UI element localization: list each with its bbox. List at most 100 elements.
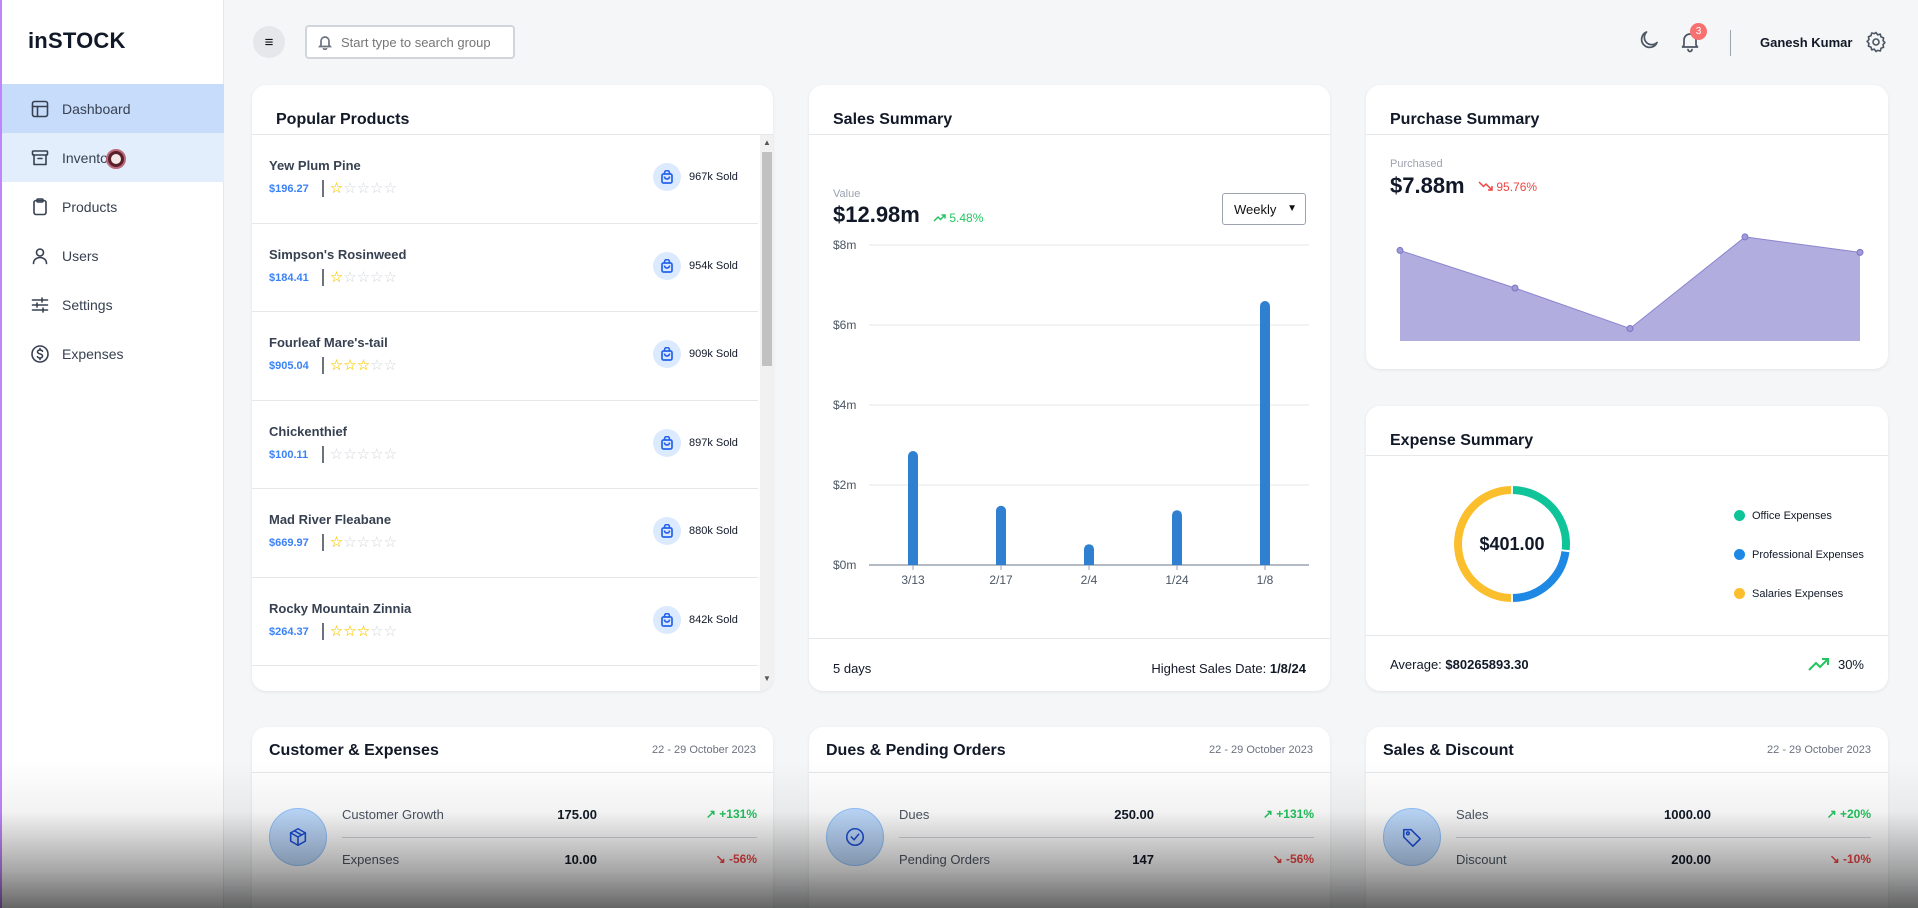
metric-change-value: -56% xyxy=(1285,852,1314,866)
sidebar-item-settings[interactable]: Settings xyxy=(2,280,224,329)
metric-label: Dues xyxy=(899,807,930,822)
product-sold: 880k Sold xyxy=(689,525,738,537)
purchased-label: Purchased xyxy=(1390,158,1443,170)
scrollbar[interactable]: ▲ ▼ xyxy=(760,135,773,691)
product-row[interactable]: Chickenthief $100.11 ☆☆☆☆☆ 897k Sold xyxy=(252,401,758,489)
expense-trend-value: 30% xyxy=(1837,656,1864,672)
purchase-change-value: 95.76% xyxy=(1496,180,1538,194)
shopping-bag-icon xyxy=(653,163,681,191)
star-icon: ☆ xyxy=(356,268,371,286)
star-icon: ☆ xyxy=(383,534,398,551)
bar[interactable] xyxy=(996,505,1006,565)
y-tick-label: $2m xyxy=(833,478,856,492)
star-icon: ☆ xyxy=(343,180,357,197)
product-row[interactable]: Yew Plum Pine $196.27 ☆☆☆☆☆ 967k Sold xyxy=(252,135,758,224)
product-name: Fourleaf Mare's-tail xyxy=(269,335,388,350)
star-rating: ☆☆☆☆☆ xyxy=(330,445,397,463)
menu-toggle-button[interactable]: ≡ xyxy=(253,26,285,58)
price-divider xyxy=(321,268,324,286)
divider xyxy=(1366,635,1888,636)
data-point[interactable] xyxy=(1626,324,1634,332)
bar[interactable] xyxy=(1260,301,1270,565)
card-title: Expense Summary xyxy=(1390,432,1534,449)
trending-up-icon: ↗ xyxy=(1826,807,1840,821)
sales-change: 5.48% xyxy=(933,211,983,225)
metric-change-value: -56% xyxy=(728,852,757,866)
y-tick-label: $4m xyxy=(833,398,856,412)
metric-row: Dues 250.00 ↗ +131% xyxy=(899,807,1314,827)
legend-item: Professional Expenses xyxy=(1734,535,1864,574)
legend-item: Office Expenses xyxy=(1734,496,1864,535)
expense-donut-chart xyxy=(1453,486,1570,602)
header-divider xyxy=(1730,30,1731,56)
divider xyxy=(342,837,757,838)
sidebar-item-products[interactable]: Products xyxy=(2,182,224,231)
star-icon: ☆ xyxy=(329,180,344,197)
popular-products-card: Popular Products Yew Plum Pine $196.27 ☆☆☆… xyxy=(252,85,773,691)
product-price: $196.27 xyxy=(269,183,309,195)
gear-icon[interactable] xyxy=(1864,30,1888,54)
divider xyxy=(809,638,1330,639)
search-bar[interactable] xyxy=(305,25,515,59)
star-icon: ☆ xyxy=(383,445,398,463)
metric-value: 147 xyxy=(1132,852,1154,867)
bar[interactable] xyxy=(1084,544,1094,565)
purchase-summary-card: Purchase Summary Purchased $7.88m 95.76% xyxy=(1366,85,1888,369)
star-icon: ☆ xyxy=(383,622,398,640)
chevron-down-icon: ▼ xyxy=(1287,203,1297,214)
app-logo[interactable]: inSTOCK xyxy=(28,28,126,53)
sidebar-item-expenses[interactable]: Expenses xyxy=(2,329,224,378)
package-icon xyxy=(269,808,327,866)
scroll-down-arrow[interactable]: ▼ xyxy=(763,674,771,683)
scrollbar-thumb[interactable] xyxy=(762,152,772,366)
y-tick-label: $0m xyxy=(833,558,856,572)
period-select[interactable]: Weekly ▼ xyxy=(1222,193,1306,225)
bell-icon xyxy=(318,36,332,50)
donut-slice[interactable] xyxy=(1512,550,1570,602)
product-row[interactable]: Fourleaf Mare's-tail $905.04 ☆☆☆☆☆ 909k Sol… xyxy=(252,312,758,401)
sidebar-item-dashboard[interactable]: Dashboard xyxy=(2,84,224,133)
metric-value: 175.00 xyxy=(557,807,597,822)
data-point[interactable] xyxy=(1511,284,1519,292)
moon-icon[interactable] xyxy=(1637,28,1661,52)
notification-badge: 3 xyxy=(1690,23,1707,40)
star-icon: ☆ xyxy=(343,534,357,551)
bar[interactable] xyxy=(908,451,918,565)
star-icon: ☆ xyxy=(356,357,371,374)
product-price: $905.04 xyxy=(269,360,309,372)
metric-value: 200.00 xyxy=(1671,852,1711,867)
scroll-up-arrow[interactable]: ▲ xyxy=(763,138,771,147)
product-name: Rocky Mountain Zinnia xyxy=(269,600,412,616)
price-divider xyxy=(321,445,324,463)
sidebar-item-users[interactable]: Users xyxy=(2,231,224,280)
card-title: Sales & Discount xyxy=(1383,742,1514,759)
shopping-bag-icon xyxy=(653,517,681,545)
metric-row: Expenses 10.00 ↘ -56% xyxy=(342,852,757,872)
star-icon: ☆ xyxy=(370,445,384,463)
star-rating: ☆☆☆☆☆ xyxy=(330,622,397,640)
star-icon: ☆ xyxy=(329,268,344,286)
check-circle-icon xyxy=(826,808,884,866)
user-name[interactable]: Ganesh Kumar xyxy=(1760,35,1853,50)
search-input[interactable] xyxy=(341,34,491,50)
product-row[interactable]: Mad River Fleabane $669.97 ☆☆☆☆☆ 880k Sold xyxy=(252,489,758,578)
expense-summary-card: Expense Summary $401.00 Office Expenses P… xyxy=(1366,406,1888,691)
data-point[interactable] xyxy=(1741,233,1749,241)
sidebar-item-inventory[interactable]: Inventory xyxy=(2,133,224,182)
card-title: Sales Summary xyxy=(833,111,953,128)
data-point[interactable] xyxy=(1396,246,1404,254)
trending-down-icon: ↘ xyxy=(1829,852,1843,866)
product-row[interactable]: Rocky Mountain Zinnia $264.37 ☆☆☆☆☆ 842k So… xyxy=(252,578,758,666)
donut-slice[interactable] xyxy=(1453,486,1512,602)
product-row[interactable]: Simpson's Rosinweed $184.41 ☆☆☆☆☆ 954k Sold xyxy=(252,224,758,312)
data-point[interactable] xyxy=(1856,248,1864,256)
donut-slice[interactable] xyxy=(1512,486,1570,551)
date-range: 22 - 29 October 2023 xyxy=(1767,744,1871,756)
trending-down-icon xyxy=(1478,181,1493,191)
sliders-icon xyxy=(31,296,49,313)
divider xyxy=(1366,455,1888,456)
bar[interactable] xyxy=(1172,510,1182,565)
metric-change: ↘ -56% xyxy=(716,852,757,866)
product-price: $264.37 xyxy=(269,625,309,638)
card-title: Dues & Pending Orders xyxy=(826,742,1006,759)
